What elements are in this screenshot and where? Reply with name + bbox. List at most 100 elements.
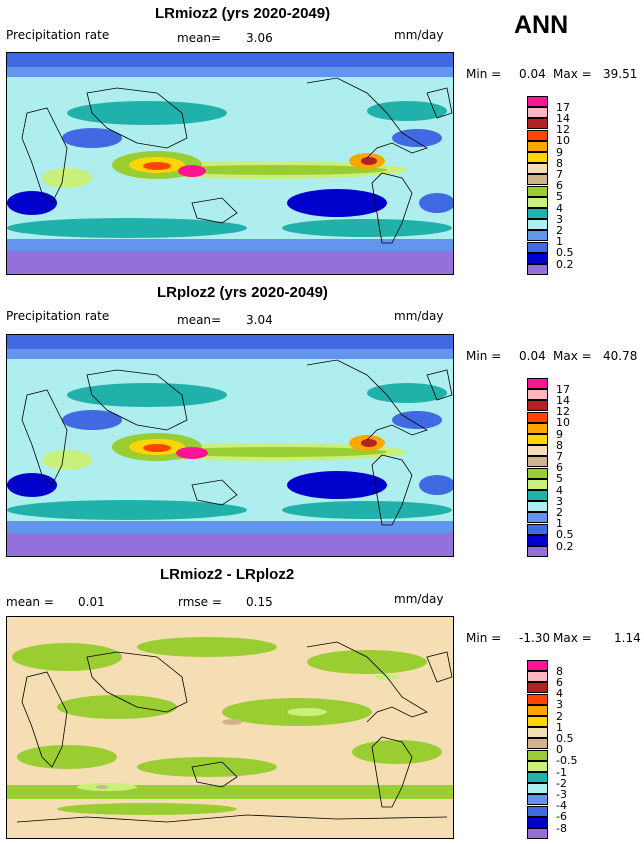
panel-1-title: LRmioz2 (yrs 2020-2049) — [155, 5, 331, 22]
colorbar-swatch — [527, 378, 548, 389]
colorbar-swatch — [527, 445, 548, 457]
colorbar-swatch — [527, 252, 548, 264]
panel-3-difference-field — [7, 617, 453, 838]
colorbar-tick-label: 10 — [556, 416, 570, 430]
colorbar-tick-label: 1 — [556, 235, 563, 249]
colorbar-swatch — [527, 760, 548, 772]
colorbar-tick-label: 9 — [556, 145, 563, 159]
colorbar-tick-label: 6 — [556, 461, 563, 475]
colorbar-swatch — [527, 411, 548, 423]
panel-2-variable-label: Precipitation rate — [6, 309, 110, 323]
colorbar-swatch — [527, 716, 548, 727]
colorbar-tick-label: 5 — [556, 472, 563, 486]
colorbar-swatch — [527, 512, 548, 524]
colorbar-swatch — [527, 389, 548, 401]
colorbar-swatch — [527, 523, 548, 535]
colorbar-tick-label: 0.5 — [556, 246, 574, 260]
colorbar-tick-label: 0.2 — [556, 539, 574, 553]
colorbar-tick-label: 0.5 — [556, 731, 574, 745]
colorbar-swatch — [527, 219, 548, 231]
colorbar-tick-label: -6 — [556, 810, 567, 824]
panel-1-max-label: Max = — [553, 67, 592, 81]
colorbar-swatch — [527, 682, 548, 694]
panel-1-precip-field — [7, 53, 453, 274]
colorbar-swatch — [527, 467, 548, 479]
colorbar-tick-label: 0.2 — [556, 257, 574, 271]
colorbar-swatch — [527, 185, 548, 197]
colorbar-tick-label: 12 — [556, 405, 570, 419]
colorbar-swatch — [527, 783, 548, 795]
panel-3-rmse-label: rmse = — [178, 595, 222, 609]
colorbar-swatch — [527, 107, 548, 119]
panel-3-max-value: 1.14 — [614, 631, 641, 645]
colorbar-tick-label: 8 — [556, 156, 563, 170]
colorbar-tick-label: 2 — [556, 223, 563, 237]
colorbar-tick-label: 17 — [556, 382, 570, 396]
colorbar-tick-label: 2 — [556, 505, 563, 519]
colorbar-swatch — [527, 805, 548, 817]
colorbar-tick-label: -2 — [556, 776, 567, 790]
colorbar-tick-label: 4 — [556, 483, 563, 497]
colorbar-swatch — [527, 422, 548, 434]
colorbar-tick-label: 3 — [556, 212, 563, 226]
colorbar-tick-label: 1 — [556, 720, 563, 734]
panel-3-mean-value: 0.01 — [78, 595, 105, 609]
panel-2-title: LRploz2 (yrs 2020-2049) — [157, 284, 328, 301]
colorbar-swatch — [527, 704, 548, 716]
colorbar-swatch — [527, 794, 548, 806]
panel-3-title: LRmioz2 - LRploz2 — [160, 566, 295, 583]
colorbar-swatch — [527, 772, 548, 783]
colorbar-tick-label: 6 — [556, 675, 563, 689]
colorbar-tick-label: 4 — [556, 201, 563, 215]
colorbar-swatch — [527, 264, 548, 275]
panel-3-min-label: Min = — [466, 631, 502, 645]
colorbar-tick-label: 10 — [556, 134, 570, 148]
panel-3-units: mm/day — [394, 592, 444, 606]
colorbar-swatch — [527, 660, 548, 671]
colorbar-swatch — [527, 174, 548, 186]
season-label: ANN — [514, 11, 569, 39]
colorbar-swatch — [527, 456, 548, 468]
colorbar-tick-label: -8 — [556, 821, 567, 835]
colorbar-swatch — [527, 140, 548, 152]
colorbar-tick-label: 3 — [556, 698, 563, 712]
colorbar-swatch — [527, 434, 548, 445]
colorbar-tick-label: 1 — [556, 517, 563, 531]
panel-2-units: mm/day — [394, 309, 444, 323]
colorbar-tick-label: -1 — [556, 765, 567, 779]
colorbar-swatch — [527, 118, 548, 130]
colorbar-swatch — [527, 501, 548, 513]
panel-3-min-value: -1.30 — [519, 631, 551, 645]
colorbar-swatch — [527, 816, 548, 828]
panel-1-units: mm/day — [394, 28, 444, 42]
colorbar-tick-label: 14 — [556, 111, 570, 125]
panel-2-precip-field — [7, 335, 453, 556]
colorbar-tick-label: 8 — [556, 664, 563, 678]
panel-1-map — [6, 52, 454, 275]
panel-2-min-label: Min = — [466, 349, 502, 363]
colorbar-swatch — [527, 241, 548, 253]
colorbar-tick-label: 2 — [556, 709, 563, 723]
colorbar-swatch — [527, 230, 548, 242]
colorbar-tick-label: -3 — [556, 787, 567, 801]
colorbar-tick-label: 4 — [556, 687, 563, 701]
panel-1-min-value: 0.04 — [519, 67, 546, 81]
colorbar-swatch — [527, 727, 548, 739]
colorbar-swatch — [527, 546, 548, 557]
panel-1-mean-label: mean= — [177, 31, 222, 45]
panel-3-map — [6, 616, 454, 839]
panel-1-min-label: Min = — [466, 67, 502, 81]
colorbar-swatch — [527, 96, 548, 107]
panel-2-min-value: 0.04 — [519, 349, 546, 363]
colorbar-swatch — [527, 129, 548, 141]
colorbar-swatch — [527, 490, 548, 501]
colorbar-swatch — [527, 738, 548, 750]
colorbar-swatch — [527, 828, 548, 839]
colorbar-tick-label: 12 — [556, 123, 570, 137]
colorbar-tick-label: 17 — [556, 100, 570, 114]
colorbar-tick-label: 8 — [556, 438, 563, 452]
colorbar-tick-label: 9 — [556, 427, 563, 441]
colorbar-tick-label: -0.5 — [556, 754, 578, 768]
colorbar-swatch — [527, 163, 548, 175]
colorbar-swatch — [527, 196, 548, 208]
